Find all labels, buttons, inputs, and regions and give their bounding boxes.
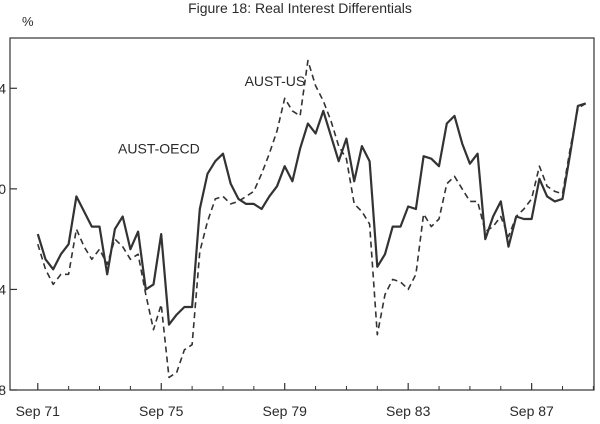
x-tick-label: Sep 75	[139, 403, 184, 419]
series-label-aust-oecd: AUST-OECD	[118, 141, 200, 157]
plot-frame	[9, 37, 595, 391]
series-label-aust-us: AUST-US	[245, 73, 306, 89]
x-tick-label: Sep 87	[509, 403, 554, 419]
x-axis: Sep 71 Sep 75 Sep 79 Sep 83 Sep 87	[16, 383, 594, 419]
series-line-aust-us	[37, 59, 587, 379]
x-tick-label: Sep 71	[16, 403, 61, 419]
x-tick-label: Sep 79	[263, 403, 308, 419]
y-tick-label: 0	[0, 181, 6, 197]
y-axis-unit: %	[22, 14, 34, 29]
y-tick-label: 4	[0, 80, 6, 96]
y-tick-label: -4	[0, 281, 6, 297]
series-line-aust-oecd	[36, 102, 587, 326]
chart-title: Figure 18: Real Interest Differentials	[188, 0, 412, 16]
x-tick-label: Sep 83	[386, 403, 431, 419]
series-lines	[36, 59, 587, 379]
series-labels: AUST-US AUST-OECD	[118, 73, 305, 157]
y-axis: 4 0 -4 -8	[0, 80, 17, 398]
y-tick-label: -8	[0, 382, 6, 398]
